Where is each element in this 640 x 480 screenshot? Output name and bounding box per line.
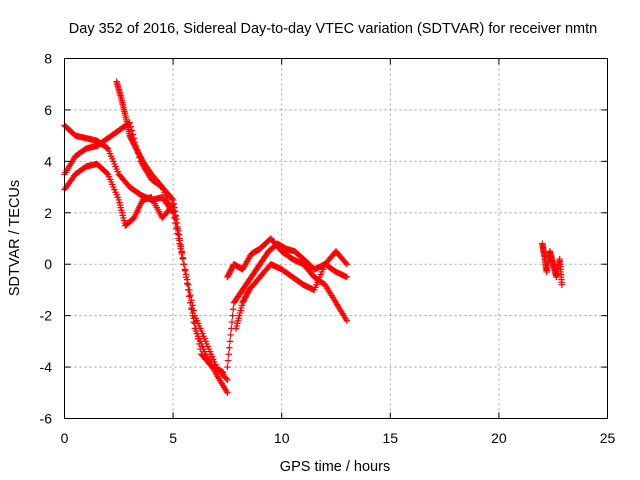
data-point-marker bbox=[103, 144, 111, 151]
data-point-marker bbox=[188, 306, 195, 313]
data-point-marker bbox=[190, 318, 197, 326]
y-tick-label: 6 bbox=[44, 102, 52, 118]
series-track-8 bbox=[539, 240, 566, 288]
data-point-marker bbox=[219, 369, 227, 376]
grid-lines bbox=[64, 58, 608, 419]
data-point-marker bbox=[223, 375, 230, 382]
data-point-marker bbox=[224, 357, 232, 364]
data-point-marker bbox=[224, 389, 231, 396]
data-point-marker bbox=[178, 249, 185, 256]
data-point-marker bbox=[103, 169, 111, 177]
axis-ticks bbox=[64, 58, 608, 419]
data-point-marker bbox=[186, 293, 193, 300]
y-tick-label: 2 bbox=[44, 205, 52, 221]
data-point-marker bbox=[182, 273, 190, 281]
data-point-marker bbox=[169, 209, 177, 216]
data-point-marker bbox=[225, 351, 232, 358]
data-point-marker bbox=[343, 317, 351, 324]
data-points bbox=[61, 78, 566, 396]
data-point-marker bbox=[226, 338, 234, 345]
data-point-marker bbox=[177, 243, 184, 250]
x-tick-label: 15 bbox=[383, 430, 399, 446]
y-tick-label: -6 bbox=[40, 411, 53, 427]
data-point-marker bbox=[189, 312, 196, 319]
data-point-marker bbox=[558, 281, 566, 288]
data-point-marker bbox=[227, 331, 234, 339]
data-point-marker bbox=[342, 259, 349, 267]
x-tick-labels: 0 5 10 15 20 25 bbox=[61, 430, 616, 446]
data-point-marker bbox=[187, 299, 194, 306]
data-point-marker bbox=[175, 231, 182, 238]
data-point-marker bbox=[172, 213, 179, 221]
data-point-marker bbox=[228, 318, 236, 326]
y-axis-label: SDTVAR / TECUs bbox=[7, 180, 23, 296]
chart-title: Day 352 of 2016, Sidereal Day-to-day VTE… bbox=[69, 21, 597, 37]
y-tick-label: -2 bbox=[40, 308, 53, 324]
data-point-marker bbox=[343, 261, 351, 268]
x-tick-label: 0 bbox=[61, 430, 69, 446]
data-point-marker bbox=[173, 219, 180, 227]
y-tick-label: 4 bbox=[44, 153, 52, 169]
data-point-marker bbox=[343, 273, 351, 281]
series-track-7 bbox=[232, 248, 351, 332]
data-point-marker bbox=[230, 306, 237, 313]
x-tick-label: 5 bbox=[169, 430, 177, 446]
series-track-4 bbox=[113, 78, 177, 216]
data-point-marker bbox=[180, 261, 188, 268]
y-tick-labels: -6 -4 -2 0 2 4 6 8 bbox=[40, 51, 53, 427]
data-point-marker bbox=[179, 255, 187, 262]
data-point-marker bbox=[174, 225, 181, 232]
series-track-6 bbox=[224, 235, 351, 324]
data-point-marker bbox=[157, 182, 165, 189]
data-point-marker bbox=[181, 267, 189, 274]
data-point-marker bbox=[226, 344, 233, 351]
data-point-marker bbox=[224, 376, 231, 384]
x-axis-label: GPS time / hours bbox=[280, 459, 390, 475]
x-tick-label: 10 bbox=[274, 430, 290, 446]
data-point-marker bbox=[168, 195, 176, 202]
data-point-marker bbox=[224, 363, 231, 371]
data-point-marker bbox=[184, 280, 191, 287]
x-tick-label: 25 bbox=[600, 430, 616, 446]
data-point-marker bbox=[176, 237, 183, 244]
y-tick-label: -4 bbox=[40, 359, 53, 375]
data-point-marker bbox=[229, 312, 236, 319]
y-tick-label: 8 bbox=[44, 51, 52, 67]
data-point-marker bbox=[185, 286, 192, 294]
plot-frame bbox=[64, 58, 608, 419]
y-tick-label: 0 bbox=[44, 256, 52, 272]
x-tick-label: 20 bbox=[491, 430, 507, 446]
data-point-marker bbox=[187, 291, 194, 299]
